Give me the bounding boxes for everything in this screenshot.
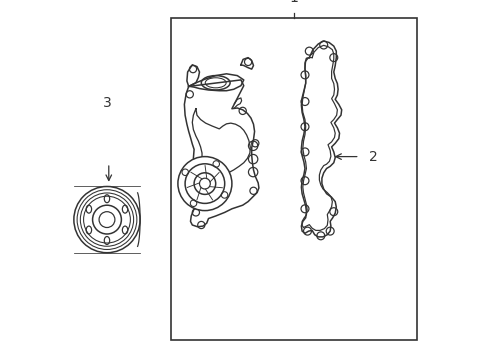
Text: 2: 2 <box>368 150 377 163</box>
Text: 1: 1 <box>289 0 298 5</box>
Bar <box>170 18 416 340</box>
Circle shape <box>74 186 140 253</box>
Circle shape <box>178 157 231 211</box>
Text: 3: 3 <box>102 96 111 110</box>
